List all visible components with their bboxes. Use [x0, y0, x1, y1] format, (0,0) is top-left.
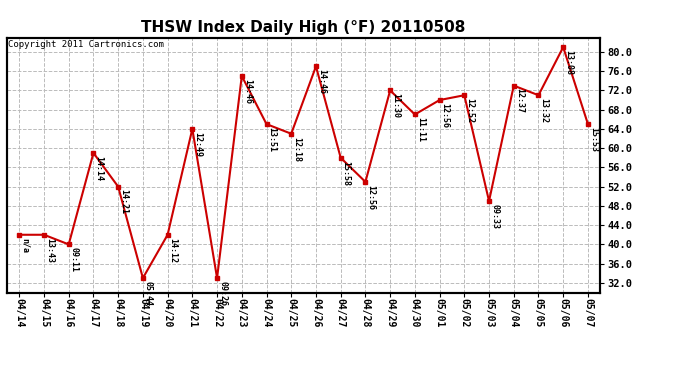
Text: 11:11: 11:11 [416, 117, 425, 142]
Text: 13:51: 13:51 [268, 127, 277, 152]
Text: 14:46: 14:46 [317, 69, 326, 94]
Title: THSW Index Daily High (°F) 20110508: THSW Index Daily High (°F) 20110508 [141, 20, 466, 35]
Text: 09:33: 09:33 [490, 204, 499, 229]
Text: 14:46: 14:46 [243, 79, 252, 104]
Text: 12:52: 12:52 [465, 98, 474, 123]
Text: 09:11: 09:11 [70, 247, 79, 272]
Text: 14:12: 14:12 [168, 237, 177, 262]
Text: 15:58: 15:58 [342, 160, 351, 186]
Text: n/a: n/a [20, 237, 29, 252]
Text: 13:32: 13:32 [540, 98, 549, 123]
Text: 12:18: 12:18 [293, 136, 302, 162]
Text: 12:49: 12:49 [193, 132, 202, 157]
Text: 09:26: 09:26 [218, 281, 227, 306]
Text: 12:56: 12:56 [366, 184, 375, 210]
Text: 12:56: 12:56 [441, 103, 450, 128]
Text: Copyright 2011 Cartronics.com: Copyright 2011 Cartronics.com [8, 40, 164, 49]
Text: 11:30: 11:30 [391, 93, 400, 118]
Text: 15:53: 15:53 [589, 127, 598, 152]
Text: 13:08: 13:08 [564, 50, 573, 75]
Text: 12:37: 12:37 [515, 88, 524, 113]
Text: 14:21: 14:21 [119, 189, 128, 214]
Text: 05:44: 05:44 [144, 281, 153, 306]
Text: 14:14: 14:14 [95, 156, 103, 181]
Text: 13:43: 13:43 [45, 237, 54, 262]
